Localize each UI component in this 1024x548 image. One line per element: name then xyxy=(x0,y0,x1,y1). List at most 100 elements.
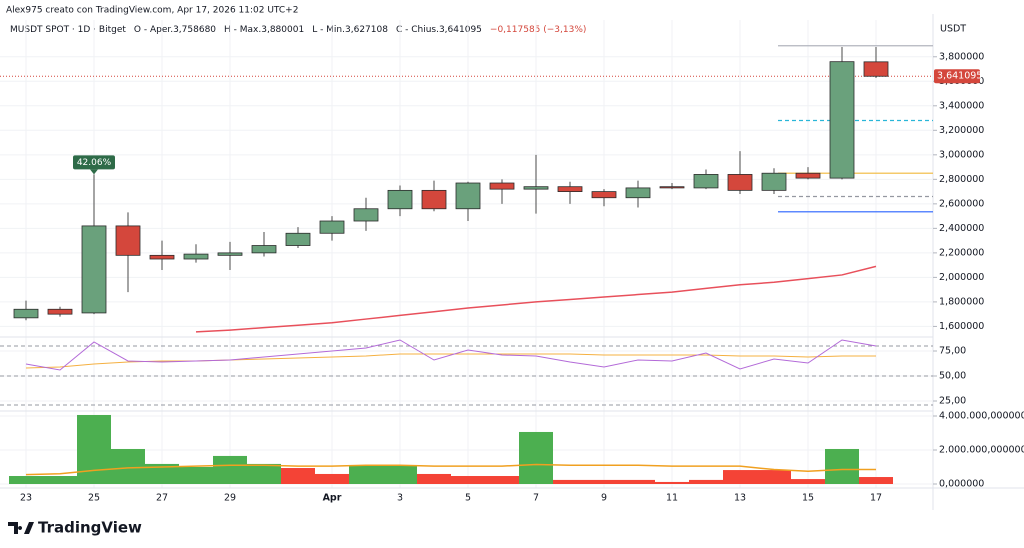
y-tick-label: 3,200000 xyxy=(939,125,984,136)
y-tick-label: 25,00 xyxy=(939,396,966,407)
candle-body xyxy=(387,189,413,210)
volume-bar xyxy=(757,470,791,484)
candle-body xyxy=(557,186,583,192)
y-tick-label: 4.000.000,000000 xyxy=(939,410,1024,421)
volume-bar xyxy=(859,477,893,484)
x-tick-label: 17 xyxy=(870,493,882,504)
volume-bar xyxy=(553,479,587,484)
symbol: MUSDT SPOT · 1D · Bitget xyxy=(10,25,126,35)
volume-bar xyxy=(383,465,417,484)
candle-body xyxy=(693,174,719,189)
x-tick-label: 29 xyxy=(224,493,236,504)
candle-body xyxy=(13,308,39,319)
y-tick-label: 1,600000 xyxy=(939,321,984,332)
candle-body xyxy=(251,245,277,254)
legend-item: H - Max.3,880001 xyxy=(224,25,304,35)
y-tick-label: 2,600000 xyxy=(939,198,984,209)
y-tick-label: 50,00 xyxy=(939,371,966,382)
rsi-ma xyxy=(25,353,876,369)
rsi-line xyxy=(25,339,877,371)
candle-body xyxy=(353,208,379,222)
x-tick-label: 9 xyxy=(601,493,607,504)
x-tick-label: 15 xyxy=(802,493,814,504)
logo-icon xyxy=(8,522,34,534)
volume-bar xyxy=(519,431,553,484)
candle-body xyxy=(489,182,515,190)
volume-bar xyxy=(689,479,723,484)
y-tick-label: 3,400000 xyxy=(939,100,984,111)
last-price-label: 3,641095 xyxy=(937,71,982,82)
candle-body xyxy=(183,253,209,260)
volume-bar xyxy=(315,473,349,484)
x-tick-label: 27 xyxy=(156,493,168,504)
volume-bar xyxy=(621,479,655,484)
candle-body xyxy=(625,187,651,199)
last-price-box xyxy=(934,69,980,84)
x-tick-label: Apr xyxy=(323,493,342,504)
legend-item: O - Aper.3,758680 xyxy=(134,25,216,35)
candle-body xyxy=(727,174,753,191)
y-tick-label: 2,800000 xyxy=(939,174,984,185)
volume-bar xyxy=(145,463,179,484)
y-tick-label: 3,800000 xyxy=(939,51,984,62)
y-tick-label: 2,200000 xyxy=(939,247,984,258)
volume-bar xyxy=(77,414,111,484)
x-tick-label: 13 xyxy=(734,493,746,504)
candle-body xyxy=(149,254,175,260)
credit: Alex975 creato con TradingView.com, Apr … xyxy=(6,6,298,16)
candle-body xyxy=(863,61,889,77)
annotation: 42.06% xyxy=(77,158,112,168)
x-tick-label: 11 xyxy=(666,493,678,504)
volume-bar xyxy=(587,479,621,484)
y-tick-label: 2,000000 xyxy=(939,272,984,283)
volume-bar xyxy=(655,481,689,484)
y-tick-label: 75,00 xyxy=(939,346,966,357)
y-tick-label: 0,000000 xyxy=(939,479,984,490)
x-tick-label: 23 xyxy=(20,493,32,504)
y-tick-label: 2.000.000,000000 xyxy=(939,444,1024,455)
legend-item: −0,117585 (−3,13%) xyxy=(490,25,587,35)
volume-bar xyxy=(9,476,43,484)
candle-body xyxy=(217,252,243,256)
candle-body xyxy=(285,232,311,246)
legend: MUSDT SPOT · 1D · Bitget O - Aper.3,75868… xyxy=(10,25,586,35)
y-tick-label: 2,400000 xyxy=(939,223,984,234)
legend-item: L - Min.3,627108 xyxy=(312,25,388,35)
candle-body xyxy=(591,191,617,199)
candle-body xyxy=(523,186,549,190)
x-tick-label: 3 xyxy=(397,493,403,504)
volume-bar xyxy=(43,476,77,484)
annotation-box xyxy=(73,155,115,170)
candle-body xyxy=(421,189,447,210)
volume-bar xyxy=(723,470,757,484)
volume-bar xyxy=(281,468,315,484)
x-tick-label: 7 xyxy=(533,493,539,504)
x-tick-label: 5 xyxy=(465,493,471,504)
annotation-pointer xyxy=(90,169,98,175)
candle-body xyxy=(761,172,787,191)
volume-bar xyxy=(451,476,485,484)
x-tick-label: 25 xyxy=(88,493,100,504)
y-tick-label: 1,800000 xyxy=(939,296,984,307)
candle-body xyxy=(81,225,107,314)
candle-body xyxy=(795,172,821,179)
volume-bar xyxy=(417,473,451,484)
volume-bar xyxy=(179,466,213,484)
logo-text: TradingView xyxy=(38,519,142,537)
volume-bar xyxy=(791,479,825,484)
volume-bar xyxy=(213,455,247,484)
currency: USDT xyxy=(940,24,966,35)
volume-bar xyxy=(825,448,859,484)
candle-body xyxy=(319,220,345,234)
candle-body xyxy=(659,186,685,189)
candle-body xyxy=(455,182,481,210)
volume-bar xyxy=(111,448,145,484)
legend-item: C - Chius.3,641095 xyxy=(396,25,482,35)
volume-ma xyxy=(25,463,876,476)
candle-body xyxy=(115,225,141,256)
volume-bar xyxy=(349,465,383,484)
moving-average xyxy=(195,265,877,333)
candle-body xyxy=(47,308,73,315)
volume-bar xyxy=(485,476,519,484)
